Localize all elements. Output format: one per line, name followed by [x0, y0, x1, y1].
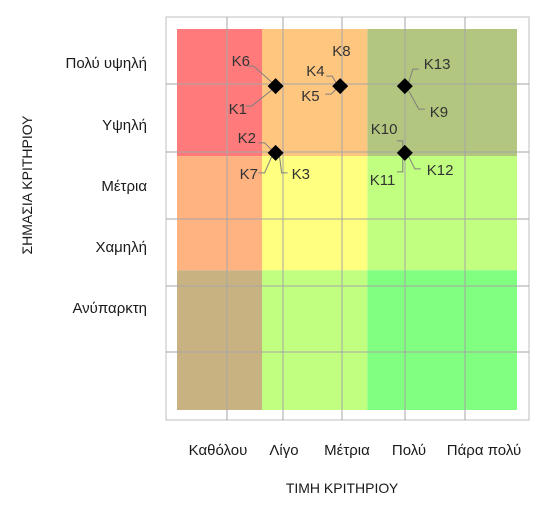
point-label-K7: K7 — [240, 166, 258, 183]
y-tick-label-very-high: Πολύ υψηλή — [65, 55, 147, 72]
leader-line-K9 — [408, 90, 425, 110]
zone-green_high-2 — [367, 29, 517, 156]
point-label-K5: K5 — [301, 88, 319, 105]
point-label-K1: K1 — [229, 101, 247, 118]
zone-red-0 — [177, 29, 262, 156]
y-tick-label-high: Υψηλή — [102, 117, 147, 134]
x-axis-title: ΤΙΜΗ ΚΡΙΤΗΡΙΟΥ — [285, 480, 399, 496]
x-tick-label-little: Λίγο — [269, 442, 299, 459]
x-tick-label-medium: Μέτρια — [324, 442, 370, 459]
point-label-K13: K13 — [424, 56, 451, 73]
y-axis-title: ΣΗΜΑΣΙΑ ΚΡΙΤΗΡΙΟΥ — [19, 115, 35, 255]
zone-lightgreen-5 — [367, 156, 517, 271]
zone-yellow-4 — [262, 156, 368, 271]
point-label-K4: K4 — [306, 63, 324, 80]
leader-line-K5 — [325, 88, 337, 95]
zone-lightgreen-7 — [262, 270, 368, 410]
data-point-2 — [396, 78, 413, 95]
leader-line-K2 — [258, 142, 272, 151]
point-label-K2: K2 — [238, 130, 256, 147]
leader-line-K3 — [279, 156, 288, 174]
point-label-K3: K3 — [292, 166, 310, 183]
y-tick-label-medium: Μέτρια — [101, 178, 147, 195]
zone-orange_mid-3 — [177, 156, 262, 271]
x-tick-label-very-much: Πάρα πολύ — [446, 442, 522, 459]
point-label-K9: K9 — [430, 104, 448, 121]
y-tick-label-none: Ανύπαρκτη — [72, 300, 147, 317]
data-point-1 — [332, 78, 349, 95]
data-point-0 — [267, 78, 284, 95]
zone-brown-6 — [177, 270, 262, 410]
leader-line-K1 — [245, 89, 272, 107]
data-point-4 — [396, 144, 413, 161]
zone-orange_high-1 — [262, 29, 368, 156]
leader-line-K4 — [326, 75, 337, 84]
leader-layer — [245, 65, 425, 174]
point-label-K11: K11 — [370, 172, 396, 189]
leader-line-K12 — [408, 156, 421, 170]
zone-brightgreen-8 — [367, 270, 517, 410]
point-label-K10: K10 — [371, 121, 398, 138]
y-tick-label-low: Χαμηλή — [95, 239, 147, 256]
leader-line-K7 — [258, 156, 273, 174]
x-tick-label-none: Καθόλου — [188, 442, 248, 459]
data-point-3 — [267, 144, 284, 161]
leader-line-K13 — [408, 68, 419, 83]
point-label-K6: K6 — [232, 53, 250, 70]
points-layer — [267, 78, 413, 161]
leader-line-K10 — [396, 140, 404, 149]
x-tick-label-much: Πολύ — [391, 442, 427, 459]
zone-layer — [177, 29, 517, 410]
point-labels-layer: K6 K1 K8 K4 K5 K13 K9 K2 K7 K3 K10 K11 K12 — [229, 43, 454, 189]
leader-line-K6 — [247, 65, 272, 83]
point-label-K8: K8 — [332, 43, 350, 60]
leader-line-K11 — [396, 156, 404, 173]
point-label-K12: K12 — [427, 162, 454, 179]
